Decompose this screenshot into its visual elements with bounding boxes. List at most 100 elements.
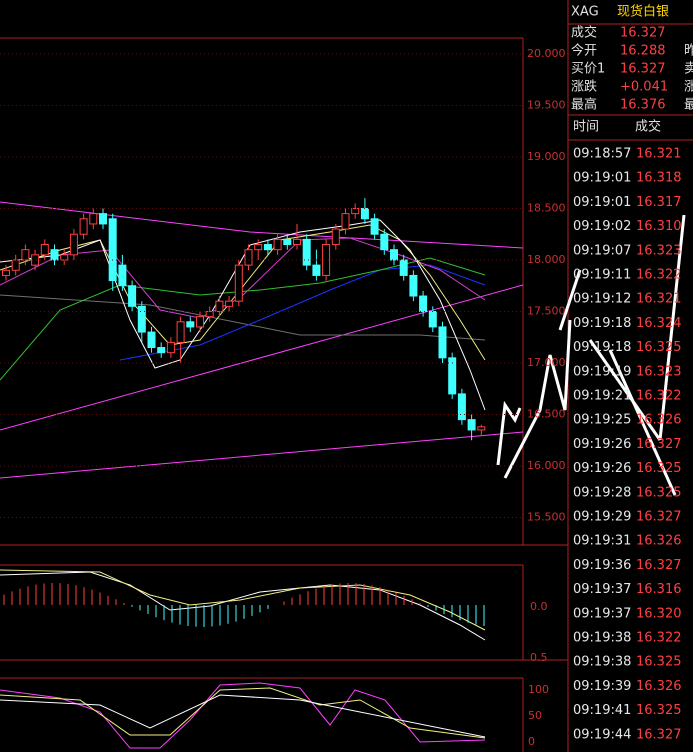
trade-price: 16.326 <box>636 679 682 694</box>
trade-price: 16.322 <box>636 389 682 404</box>
y-tick-label: 15.500 <box>527 510 566 523</box>
candle-body <box>428 310 437 328</box>
trade-time: 09:19:44 <box>573 727 631 742</box>
candle-body <box>69 233 78 256</box>
candle-body <box>60 254 69 261</box>
candle-body <box>331 228 340 246</box>
quote-label: 成交 <box>571 25 597 41</box>
trade-time: 09:19:25 <box>573 413 631 428</box>
candle-body <box>31 254 40 266</box>
y-tick-label: 17.500 <box>527 304 566 317</box>
trade-price: 16.327 <box>636 510 682 525</box>
quote-value: +0.041 <box>620 80 668 95</box>
macd-label: 0.0 <box>530 600 548 613</box>
candle-body <box>341 213 350 230</box>
candle-body <box>263 244 272 251</box>
trade-price: 16.324 <box>636 316 682 331</box>
trade-price: 16.320 <box>636 606 682 621</box>
quote-label: 最高 <box>571 97 597 113</box>
candle-body <box>11 259 20 271</box>
trade-time: 09:19:38 <box>573 631 631 646</box>
candle-body <box>225 300 234 307</box>
quote-value: 16.327 <box>620 62 666 77</box>
trade-price: 16.322 <box>636 631 682 646</box>
candle-body <box>128 285 137 307</box>
trade-price: 16.327 <box>636 727 682 742</box>
trade-time: 09:19:36 <box>573 558 631 573</box>
trade-price: 16.325 <box>636 485 682 500</box>
axis-labels: 15.500 16.000 16.500 17.000 17.500 18.000 18.5… <box>0 47 566 748</box>
quote-value: 16.327 <box>620 26 666 41</box>
trade-time: 09:19:39 <box>573 679 631 694</box>
trade-time: 09:19:19 <box>573 364 631 379</box>
quote-extra: 昨 <box>684 44 693 59</box>
trade-time: 09:19:07 <box>573 243 631 258</box>
candle-body <box>360 207 369 220</box>
y-tick-label: 16.500 <box>527 407 566 420</box>
candle-body <box>50 249 59 261</box>
trade-time: 09:19:18 <box>573 340 631 355</box>
trade-time: 09:19:41 <box>573 703 631 718</box>
macd-lines <box>0 569 486 749</box>
quote-label: 涨跌 <box>571 79 597 95</box>
trade-time: 09:19:29 <box>573 510 631 525</box>
candle-body <box>157 347 166 354</box>
kdj-label: 100 <box>528 683 549 696</box>
trade-price: 16.321 <box>636 147 682 162</box>
symbol-name: 现货白银 <box>617 4 669 20</box>
kdj-label: 0 <box>528 735 535 748</box>
candle-body <box>457 393 466 421</box>
candle-body <box>2 269 10 276</box>
y-tick-label: 16.000 <box>527 459 566 472</box>
candle-body <box>21 249 30 261</box>
trade-time: 09:19:02 <box>573 219 631 234</box>
candle-body <box>419 295 428 312</box>
candle-body <box>176 321 185 343</box>
candle-body <box>147 331 156 349</box>
candle-body <box>244 249 253 266</box>
candle-body <box>166 341 175 354</box>
trade-price: 16.321 <box>636 292 682 307</box>
candle-body <box>380 233 389 251</box>
trade-price: 16.325 <box>636 340 682 355</box>
candle-body <box>137 305 146 333</box>
annotation-arrows <box>496 214 686 496</box>
trade-price: 16.326 <box>636 413 682 428</box>
candle-body <box>273 238 282 251</box>
trade-time: 09:19:31 <box>573 534 631 549</box>
candle-body <box>108 218 117 282</box>
quote-label: 买价1 <box>571 62 605 77</box>
trade-time: 09:19:37 <box>573 606 631 621</box>
candle-body <box>205 310 214 318</box>
trades-header-time: 时间 <box>573 120 599 135</box>
trade-price: 16.323 <box>636 364 682 379</box>
candle-body <box>254 244 263 251</box>
trade-price: 16.310 <box>636 219 682 234</box>
candle-body <box>196 316 204 328</box>
quote-value: 16.288 <box>620 44 666 59</box>
candle-body <box>448 357 457 395</box>
candle-body <box>79 218 88 235</box>
trade-time: 09:19:38 <box>573 655 631 670</box>
quote-value: 16.376 <box>620 98 666 113</box>
trade-price: 16.322 <box>636 268 682 283</box>
trade-time: 09:19:18 <box>573 316 631 331</box>
trade-price: 16.327 <box>636 437 682 452</box>
trade-time: 09:19:01 <box>573 171 631 186</box>
trade-price: 16.326 <box>636 534 682 549</box>
y-tick-label: 18.000 <box>527 253 566 266</box>
candle-body <box>215 300 224 312</box>
trade-price: 16.325 <box>636 703 682 718</box>
candle-body <box>322 244 331 276</box>
candle-body <box>477 426 486 431</box>
candle-body <box>186 321 195 328</box>
candle-body <box>390 249 398 261</box>
y-tick-label: 19.000 <box>527 150 566 163</box>
kdj-label: 50 <box>528 709 542 722</box>
trades-header-price: 成交 <box>635 119 661 135</box>
trade-time: 09:19:12 <box>573 292 631 307</box>
trade-price: 16.323 <box>636 243 682 258</box>
